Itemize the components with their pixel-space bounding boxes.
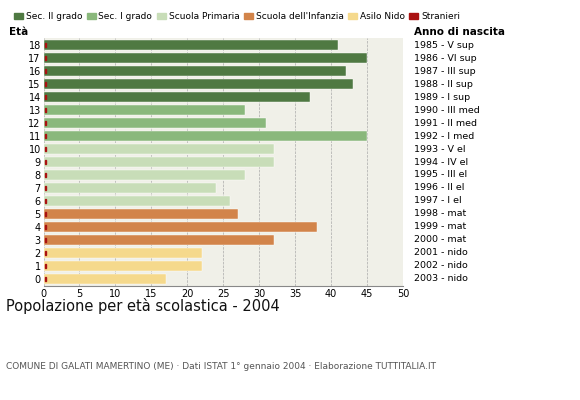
Text: 1999 - mat: 1999 - mat bbox=[414, 222, 466, 232]
Bar bbox=[45, 121, 46, 125]
Text: Popolazione per età scolastica - 2004: Popolazione per età scolastica - 2004 bbox=[6, 298, 280, 314]
Bar bbox=[45, 56, 46, 60]
Bar bbox=[45, 251, 46, 255]
Text: Anno di nascita: Anno di nascita bbox=[414, 27, 505, 37]
Bar bbox=[45, 160, 46, 164]
Bar bbox=[44, 118, 266, 128]
Bar bbox=[45, 186, 46, 190]
Bar bbox=[44, 157, 274, 167]
Text: 1991 - II med: 1991 - II med bbox=[414, 118, 477, 128]
Bar bbox=[45, 225, 46, 229]
Bar bbox=[45, 199, 46, 203]
Bar bbox=[45, 277, 46, 281]
Bar bbox=[44, 170, 245, 180]
Bar bbox=[45, 264, 46, 268]
Bar bbox=[44, 131, 367, 141]
Bar bbox=[44, 92, 310, 102]
Bar bbox=[45, 238, 46, 242]
Bar bbox=[45, 212, 46, 216]
Text: 2003 - nido: 2003 - nido bbox=[414, 274, 468, 283]
Bar bbox=[44, 144, 274, 154]
Bar bbox=[44, 235, 274, 245]
Bar bbox=[45, 82, 46, 86]
Bar bbox=[45, 69, 46, 73]
Bar bbox=[45, 147, 46, 151]
Legend: Sec. II grado, Sec. I grado, Scuola Primaria, Scuola dell'Infanzia, Asilo Nido, : Sec. II grado, Sec. I grado, Scuola Prim… bbox=[10, 8, 463, 25]
Bar bbox=[45, 108, 46, 112]
Text: 1987 - III sup: 1987 - III sup bbox=[414, 67, 476, 76]
Text: 2000 - mat: 2000 - mat bbox=[414, 236, 466, 244]
Bar bbox=[44, 222, 317, 232]
Bar bbox=[45, 43, 46, 47]
Text: 1992 - I med: 1992 - I med bbox=[414, 132, 474, 140]
Bar bbox=[44, 274, 166, 284]
Bar bbox=[45, 95, 46, 99]
Text: 1988 - II sup: 1988 - II sup bbox=[414, 80, 473, 88]
Text: 1985 - V sup: 1985 - V sup bbox=[414, 41, 474, 50]
Text: 1995 - III el: 1995 - III el bbox=[414, 170, 467, 180]
Bar bbox=[44, 248, 202, 258]
Bar bbox=[44, 209, 238, 219]
Text: 1994 - IV el: 1994 - IV el bbox=[414, 158, 468, 166]
Bar bbox=[44, 66, 346, 76]
Text: COMUNE DI GALATI MAMERTINO (ME) · Dati ISTAT 1° gennaio 2004 · Elaborazione TUTT: COMUNE DI GALATI MAMERTINO (ME) · Dati I… bbox=[6, 362, 436, 371]
Text: 1997 - I el: 1997 - I el bbox=[414, 196, 462, 206]
Text: Età: Età bbox=[9, 27, 28, 37]
Text: 1990 - III med: 1990 - III med bbox=[414, 106, 480, 114]
Bar bbox=[44, 196, 230, 206]
Text: 1998 - mat: 1998 - mat bbox=[414, 210, 466, 218]
Text: 2002 - nido: 2002 - nido bbox=[414, 261, 468, 270]
Bar bbox=[44, 40, 338, 50]
Bar bbox=[44, 261, 202, 271]
Text: 2001 - nido: 2001 - nido bbox=[414, 248, 468, 257]
Bar bbox=[45, 173, 46, 177]
Bar bbox=[45, 134, 46, 138]
Bar bbox=[44, 183, 216, 193]
Bar bbox=[44, 105, 245, 115]
Text: 1996 - II el: 1996 - II el bbox=[414, 184, 465, 192]
Bar bbox=[44, 53, 367, 63]
Text: 1989 - I sup: 1989 - I sup bbox=[414, 92, 470, 102]
Bar bbox=[44, 79, 353, 89]
Text: 1986 - VI sup: 1986 - VI sup bbox=[414, 54, 477, 63]
Text: 1993 - V el: 1993 - V el bbox=[414, 144, 466, 154]
